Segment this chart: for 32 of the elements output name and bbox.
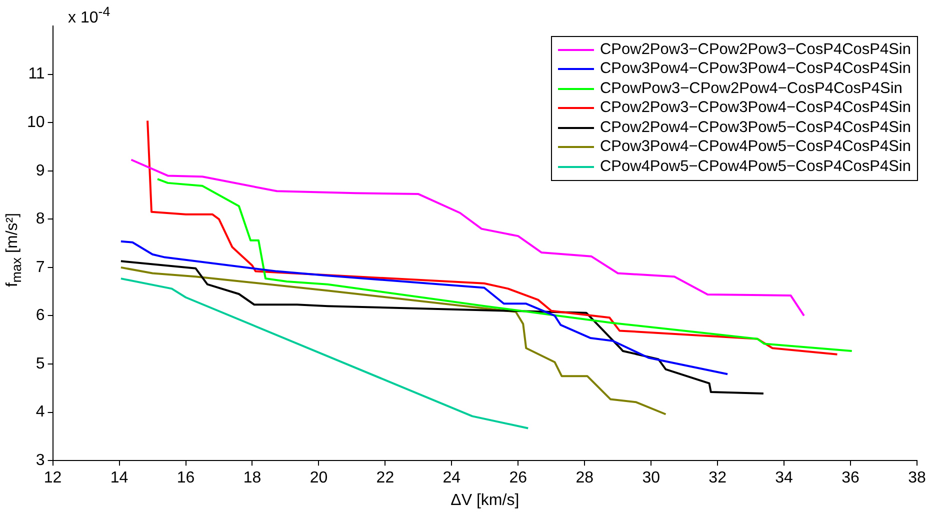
x-tick-label: 30 bbox=[642, 470, 660, 487]
y-tick-label: 9 bbox=[36, 162, 45, 180]
y-tick-label: 8 bbox=[36, 210, 45, 228]
y-tick-label: 6 bbox=[36, 307, 45, 324]
legend-label: CPow3Pow4−CPow4Pow5−CosP4CosP4Sin bbox=[600, 138, 911, 156]
x-tick-label: 16 bbox=[176, 470, 195, 487]
x-tick-label: 32 bbox=[708, 470, 727, 487]
legend-label: CPowPow3−CPow2Pow4−CosP4CosP4Sin bbox=[600, 80, 902, 98]
legend-label: CPow3Pow4−CPow3Pow4−CosP4CosP4Sin bbox=[600, 60, 911, 78]
y-tick-label: 3 bbox=[36, 452, 45, 470]
y-tick-label: 7 bbox=[36, 258, 45, 276]
legend-label: CPow2Pow3−CPow2Pow3−CosP4CosP4Sin bbox=[600, 40, 911, 59]
y-tick-label: 11 bbox=[28, 66, 45, 83]
x-tick-label: 22 bbox=[376, 470, 394, 487]
y-tick-label: 4 bbox=[36, 404, 45, 421]
x-tick-label: 12 bbox=[44, 470, 62, 487]
x-tick-label: 18 bbox=[243, 470, 262, 487]
x-tick-label: 28 bbox=[576, 470, 594, 487]
x-tick-label: 34 bbox=[775, 470, 794, 487]
y-tick-label: 5 bbox=[36, 355, 45, 372]
legend-label: CPow2Pow3−CPow3Pow4−CosP4CosP4Sin bbox=[600, 99, 911, 118]
annotation: x 10$^{-4}$ bbox=[68, 4, 110, 28]
y-tick-label: 10 bbox=[27, 114, 45, 131]
x-tick-label: 38 bbox=[908, 470, 926, 487]
x-tick-label: 24 bbox=[442, 470, 461, 487]
legend-label: CPow4Pow5−CPow4Pow5−CosP4CosP4Sin bbox=[600, 158, 911, 176]
x-axis-title: ΔV [km/s] bbox=[450, 492, 520, 509]
x-tick-label: 26 bbox=[509, 470, 528, 487]
x-tick-label: 20 bbox=[310, 470, 328, 487]
x-tick-label: 14 bbox=[110, 470, 128, 487]
x-tick-label: 36 bbox=[842, 470, 860, 487]
legend-label: CPow2Pow4−CPow3Pow5−CosP4CosP4Sin bbox=[600, 118, 911, 137]
